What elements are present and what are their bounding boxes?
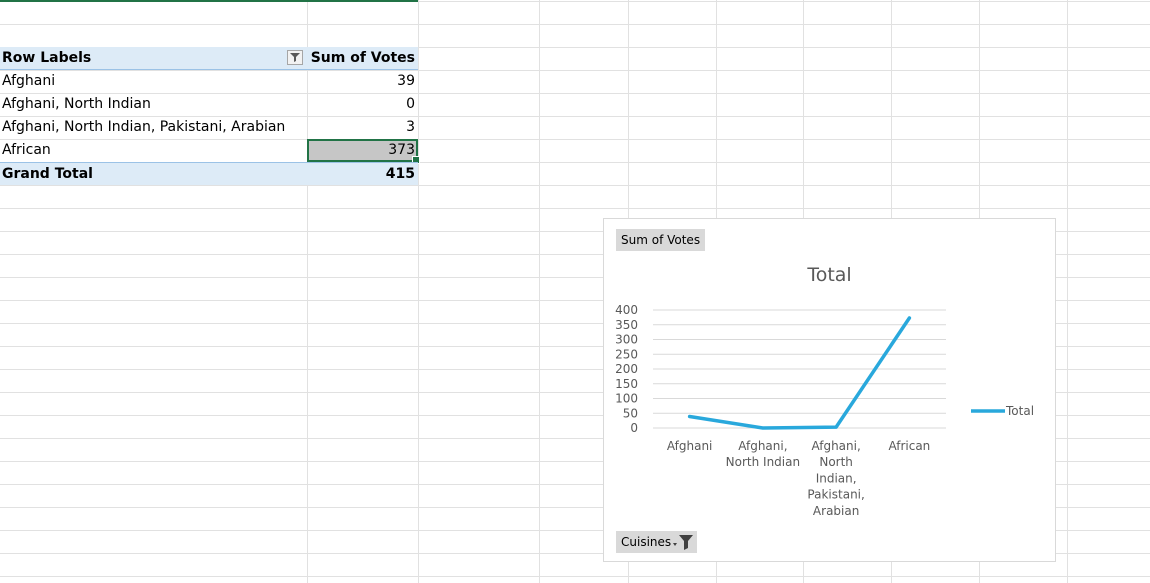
filter-dropdown-icon[interactable]	[672, 533, 694, 551]
y-tick-label: 150	[615, 377, 638, 391]
x-tick-label: Afghani, North Indian, Pakistani, Arabian	[807, 439, 864, 518]
y-tick-label: 400	[615, 303, 638, 317]
pivot-header-row: Row Labels Sum of Votes	[0, 47, 418, 70]
pivot-row-label[interactable]: African	[2, 142, 51, 158]
data-point	[907, 316, 911, 320]
x-tick-label: Afghani	[667, 439, 713, 453]
value-field-button[interactable]: Sum of Votes	[616, 229, 706, 251]
pivot-chart[interactable]: Sum of Votes Total 0 50 100 150 200 250 300 350…	[603, 218, 1056, 562]
x-tick-label: Afghani, North Indian	[726, 439, 800, 469]
grand-total-label[interactable]: Grand Total	[2, 166, 93, 182]
y-tick-label: 200	[615, 362, 638, 376]
y-tick-label: 50	[623, 406, 638, 420]
series-line	[687, 316, 912, 430]
pivot-row[interactable]: African 373	[0, 139, 420, 164]
pivot-row-value[interactable]: 373	[388, 142, 415, 158]
axis-field-button[interactable]: Cuisines	[616, 531, 698, 553]
selected-cell[interactable]	[307, 139, 420, 164]
axis-field-label: Cuisines	[621, 535, 672, 549]
y-tick-label: 300	[615, 333, 638, 347]
pivot-row-label[interactable]: Afghani	[2, 73, 56, 89]
grand-total-value[interactable]: 415	[385, 166, 415, 182]
data-point	[834, 425, 838, 429]
legend-label: Total	[1005, 404, 1034, 418]
y-tick-label: 100	[615, 392, 638, 406]
y-tick-label: 250	[615, 347, 638, 361]
pivot-row[interactable]: Afghani 39	[0, 70, 418, 93]
pivot-row[interactable]: Afghani, North Indian 0	[0, 93, 418, 116]
y-tick-label: 0	[630, 421, 638, 435]
pivot-row-value[interactable]: 0	[406, 96, 415, 112]
x-tick-label: African	[888, 439, 930, 453]
sum-of-votes-header[interactable]: Sum of Votes	[310, 50, 415, 66]
chart-title[interactable]: Total	[807, 264, 852, 286]
filter-dropdown-icon[interactable]	[287, 50, 303, 65]
pivot-row-value[interactable]: 39	[397, 73, 415, 89]
pivot-row[interactable]: Afghani, North Indian, Pakistani, Arabia…	[0, 116, 418, 139]
data-point	[761, 426, 765, 430]
selection-top-border	[0, 0, 418, 2]
y-tick-label: 350	[615, 318, 638, 332]
row-labels-header[interactable]: Row Labels	[2, 50, 92, 66]
pivot-row-label[interactable]: Afghani, North Indian	[2, 96, 151, 112]
pivot-row-value[interactable]: 3	[406, 119, 415, 135]
pivot-row-label[interactable]: Afghani, North Indian, Pakistani, Arabia…	[2, 119, 286, 135]
data-point	[688, 414, 692, 418]
grand-total-row[interactable]: Grand Total 415	[0, 162, 418, 185]
